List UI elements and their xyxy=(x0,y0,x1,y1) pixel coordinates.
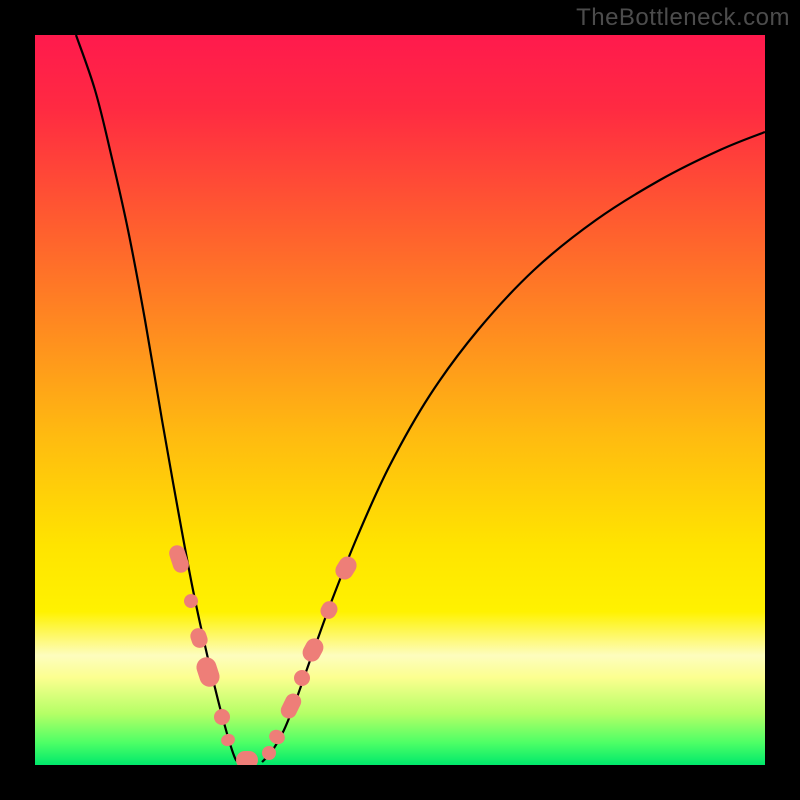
marker-dot xyxy=(294,670,310,686)
bottleneck-chart xyxy=(0,0,800,800)
marker-dot xyxy=(262,746,276,760)
chart-background xyxy=(35,35,765,765)
marker-dot xyxy=(214,709,230,725)
